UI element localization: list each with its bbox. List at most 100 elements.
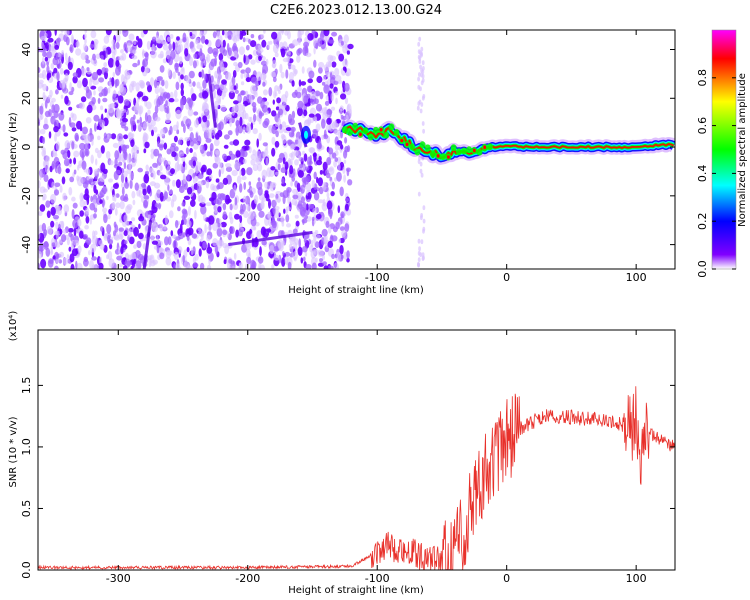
- noise-speck: [337, 163, 341, 171]
- signal-blob: [466, 146, 473, 154]
- noise-speck: [418, 246, 421, 252]
- noise-speck: [313, 171, 317, 180]
- noise-speck: [192, 81, 196, 87]
- noise-speck: [124, 126, 129, 132]
- noise-speck: [288, 113, 293, 124]
- noise-speck: [199, 145, 202, 151]
- noise-speck: [114, 208, 118, 216]
- noise-speck: [263, 89, 268, 96]
- y-tick-label: 0: [20, 144, 33, 151]
- noise-speck: [280, 94, 288, 105]
- noise-speck: [106, 224, 112, 234]
- noise-speck: [335, 97, 338, 105]
- noise-speck: [95, 189, 99, 195]
- noise-speck: [301, 66, 305, 74]
- noise-speck: [251, 101, 257, 108]
- noise-speck: [218, 121, 224, 131]
- noise-speck: [39, 105, 44, 115]
- noise-speck: [238, 221, 243, 232]
- noise-speck: [317, 249, 324, 258]
- noise-speck: [240, 31, 247, 36]
- noise-speck: [197, 180, 204, 187]
- noise-speck: [313, 191, 320, 201]
- noise-speck: [123, 161, 127, 170]
- noise-speck: [418, 36, 422, 42]
- noise-speck: [151, 119, 156, 127]
- noise-speck: [119, 200, 125, 210]
- noise-speck: [341, 229, 347, 238]
- noise-speck: [240, 81, 245, 86]
- noise-speck: [103, 62, 108, 68]
- noise-speck: [331, 152, 337, 159]
- snr-plot-area: [38, 330, 675, 570]
- noise-speck: [269, 244, 275, 255]
- noise-speck: [337, 205, 341, 214]
- noise-speck: [323, 84, 330, 94]
- noise-speck: [60, 220, 65, 229]
- signal-blob: [450, 144, 457, 152]
- noise-speck: [78, 102, 85, 110]
- noise-speck: [347, 43, 354, 50]
- noise-speck: [66, 254, 70, 259]
- noise-speck: [122, 265, 128, 269]
- noise-speck: [39, 242, 44, 250]
- noise-speck: [104, 70, 108, 80]
- noise-speck: [225, 71, 232, 81]
- noise-speck: [244, 139, 251, 146]
- noise-speck: [141, 182, 146, 188]
- noise-speck: [76, 262, 83, 269]
- noise-speck: [237, 61, 243, 69]
- noise-speck: [105, 48, 108, 59]
- noise-speck: [319, 91, 324, 100]
- noise-speck: [143, 148, 147, 154]
- noise-speck: [224, 244, 230, 255]
- noise-speck: [303, 109, 308, 117]
- noise-speck: [281, 134, 287, 144]
- noise-speck: [52, 214, 60, 220]
- noise-speck: [202, 90, 209, 99]
- noise-speck: [418, 99, 422, 105]
- noise-speck: [225, 163, 232, 168]
- noise-speck: [248, 181, 252, 186]
- noise-speck: [143, 194, 150, 200]
- noise-speck: [159, 191, 164, 202]
- noise-speck: [315, 42, 319, 50]
- noise-speck: [39, 204, 46, 212]
- snr-multiplier: (x10⁴): [8, 311, 19, 342]
- noise-speck: [272, 59, 277, 69]
- noise-speck: [305, 182, 312, 192]
- noise-speck: [93, 41, 98, 50]
- noise-speck: [106, 195, 109, 201]
- noise-speck: [38, 262, 41, 269]
- noise-speck: [272, 43, 279, 54]
- noise-speck: [124, 72, 131, 80]
- noise-speck: [197, 227, 202, 232]
- noise-speck: [233, 61, 238, 67]
- noise-speck: [92, 53, 96, 61]
- noise-speck: [256, 71, 262, 81]
- noise-speck: [56, 37, 61, 43]
- x-tick-label: -100: [365, 572, 390, 585]
- noise-speck: [256, 230, 262, 238]
- noise-speck: [240, 90, 245, 96]
- noise-speck: [187, 206, 191, 216]
- noise-speck: [113, 41, 116, 50]
- noise-speck: [68, 186, 73, 196]
- noise-speck: [47, 72, 52, 79]
- noise-speck: [204, 223, 207, 234]
- noise-speck: [62, 151, 68, 160]
- noise-speck: [162, 44, 169, 51]
- noise-speck: [133, 244, 137, 249]
- noise-speck: [100, 54, 104, 60]
- noise-speck: [295, 220, 300, 227]
- noise-speck: [150, 152, 155, 159]
- noise-speck: [422, 205, 426, 211]
- snr-x-ticks: -300 -200 -100 0 100: [106, 330, 647, 585]
- noise-speck: [117, 95, 124, 104]
- noise-speck: [38, 210, 43, 217]
- noise-speck: [168, 43, 172, 51]
- noise-speck: [164, 236, 169, 246]
- noise-speck: [89, 218, 93, 225]
- noise-speck: [300, 81, 307, 86]
- noise-speck: [297, 169, 304, 178]
